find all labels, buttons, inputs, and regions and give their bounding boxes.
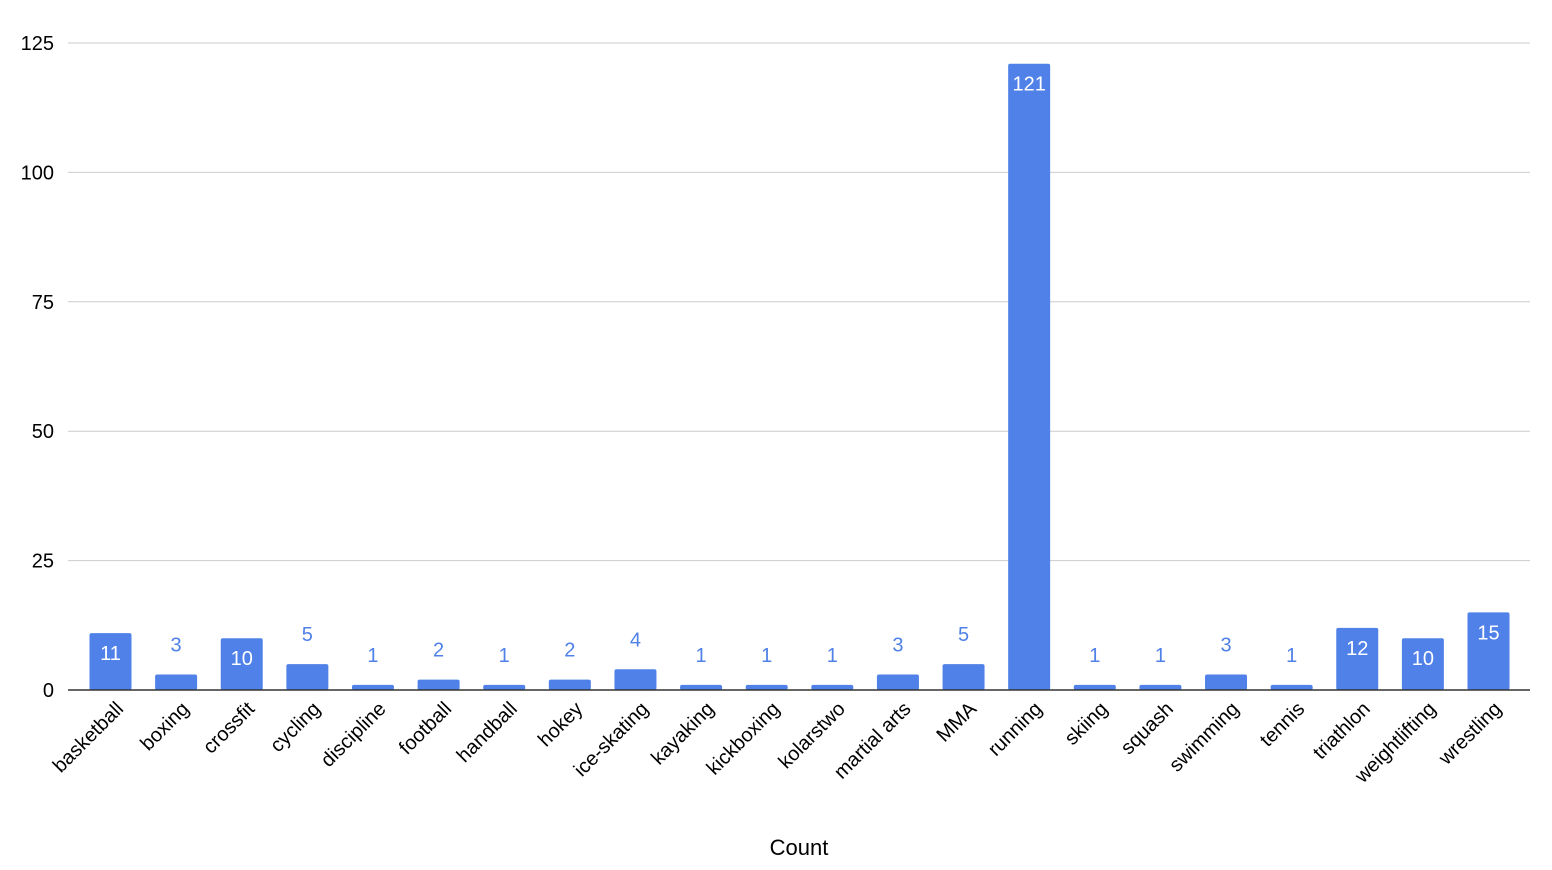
x-tick-label: crossfit xyxy=(199,698,260,759)
data-label: 10 xyxy=(1412,648,1434,670)
bar xyxy=(1205,674,1248,690)
bar xyxy=(548,679,591,690)
y-tick-label: 100 xyxy=(21,162,54,184)
x-tick-label: skiing xyxy=(1061,698,1113,750)
data-label: 3 xyxy=(171,634,182,656)
x-tick-label: running xyxy=(984,698,1047,761)
data-label: 1 xyxy=(1089,645,1100,667)
x-axis-categories: basketball boxing crossfit cyclingdisciplin… xyxy=(49,698,1506,789)
bar xyxy=(876,674,919,690)
data-label: 2 xyxy=(433,640,444,662)
y-tick-label: 0 xyxy=(43,680,54,702)
x-tick-label: hokey xyxy=(534,698,587,751)
bar xyxy=(1073,684,1116,690)
data-label: 1 xyxy=(1286,645,1297,667)
data-label: 5 xyxy=(958,624,969,646)
x-tick-label: boxing xyxy=(136,698,193,755)
data-label: 4 xyxy=(630,629,641,651)
bar xyxy=(351,684,394,690)
bars xyxy=(89,63,1510,691)
x-tick-label: MMA xyxy=(933,698,982,747)
bar xyxy=(1139,684,1182,690)
bar xyxy=(680,684,723,690)
bar xyxy=(1008,63,1051,691)
data-label: 15 xyxy=(1477,622,1499,644)
bar xyxy=(811,684,854,690)
bar xyxy=(89,633,132,690)
x-tick-label: basketball xyxy=(49,698,128,777)
x-tick-label: squash xyxy=(1117,698,1178,759)
data-label: 12 xyxy=(1346,638,1368,660)
x-tick-label: football xyxy=(395,698,456,759)
y-tick-label: 75 xyxy=(32,292,54,314)
x-tick-label: swimming xyxy=(1165,698,1243,776)
bar xyxy=(417,679,460,690)
x-tick-label: handball xyxy=(453,698,522,767)
data-label: 2 xyxy=(564,640,575,662)
data-label: 3 xyxy=(892,634,903,656)
bar xyxy=(1270,684,1313,690)
data-label: 1 xyxy=(827,645,838,667)
x-tick-label: tennis xyxy=(1256,698,1309,751)
bar xyxy=(745,684,788,690)
x-tick-label: cycling xyxy=(266,698,325,757)
data-label: 11 xyxy=(100,643,121,665)
bar xyxy=(1336,627,1379,690)
bar xyxy=(1401,638,1444,690)
data-label: 1 xyxy=(1155,645,1166,667)
y-tick-label: 25 xyxy=(32,551,54,573)
data-label: 1 xyxy=(761,645,772,667)
data-label: 3 xyxy=(1220,634,1231,656)
data-label: 5 xyxy=(302,624,313,646)
bar xyxy=(220,638,263,690)
bar xyxy=(483,684,526,690)
bar xyxy=(286,664,329,690)
bar xyxy=(614,669,657,690)
x-tick-label: triathlon xyxy=(1309,698,1375,764)
data-label: 10 xyxy=(231,648,253,670)
data-label: 1 xyxy=(499,645,510,667)
x-tick-label: wrestling xyxy=(1434,698,1506,770)
y-axis-ticks: 0 25 50 75 100 125 xyxy=(21,33,54,702)
y-tick-label: 50 xyxy=(32,421,54,443)
data-label: 121 xyxy=(1012,74,1045,96)
y-tick-label: 125 xyxy=(21,33,54,55)
bar xyxy=(942,664,985,690)
x-axis-title: Count xyxy=(770,835,829,860)
bar xyxy=(155,674,198,690)
data-label: 1 xyxy=(367,645,378,667)
data-label: 1 xyxy=(696,645,707,667)
x-tick-label: discipline xyxy=(317,698,391,772)
bar xyxy=(1467,612,1510,690)
gridlines xyxy=(68,42,1530,562)
